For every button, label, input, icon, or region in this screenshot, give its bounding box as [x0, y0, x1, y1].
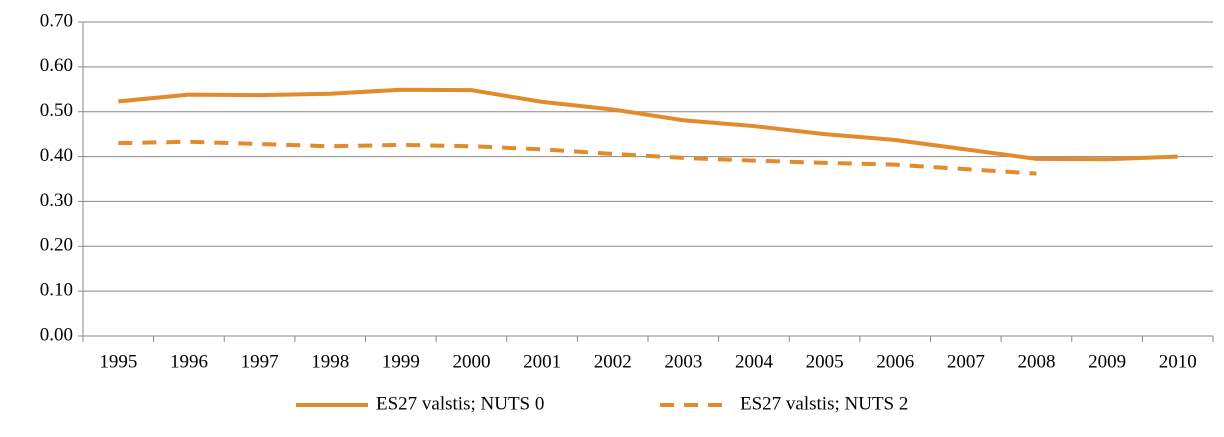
x-tick-label: 1995: [99, 351, 137, 372]
x-tick-label: 2010: [1159, 351, 1197, 372]
x-tick-label: 2000: [452, 351, 490, 372]
x-tick-label: 1996: [170, 351, 208, 372]
y-tick-label: 0.60: [40, 55, 73, 76]
x-tick-label: 1997: [241, 351, 279, 372]
x-tick-label: 2009: [1088, 351, 1126, 372]
y-tick-label: 0.00: [40, 324, 73, 345]
x-tick-label: 2002: [594, 351, 632, 372]
legend-label: ES27 valstis; NUTS 0: [376, 393, 544, 414]
y-tick-label: 0.50: [40, 100, 73, 121]
y-tick-label: 0.40: [40, 145, 73, 166]
x-tick-label: 2001: [523, 351, 561, 372]
series-line: [118, 139, 1037, 176]
y-tick-label: 0.70: [40, 10, 73, 31]
y-tick-label: 0.10: [40, 280, 73, 301]
x-tick-label: 1998: [311, 351, 349, 372]
y-tick-label: 0.30: [40, 190, 73, 211]
x-tick-label: 2003: [664, 351, 702, 372]
x-tick-label: 1999: [382, 351, 420, 372]
y-tick-label: 0.20: [40, 235, 73, 256]
x-tick-label: 2005: [806, 351, 844, 372]
x-tick-label: 2006: [876, 351, 914, 372]
x-tick-label: 2008: [1017, 351, 1055, 372]
x-tick-label: 2004: [735, 351, 774, 372]
x-tick-label: 2007: [947, 351, 985, 372]
series-line: [118, 87, 1178, 162]
legend-label: ES27 valstis; NUTS 2: [740, 393, 908, 414]
